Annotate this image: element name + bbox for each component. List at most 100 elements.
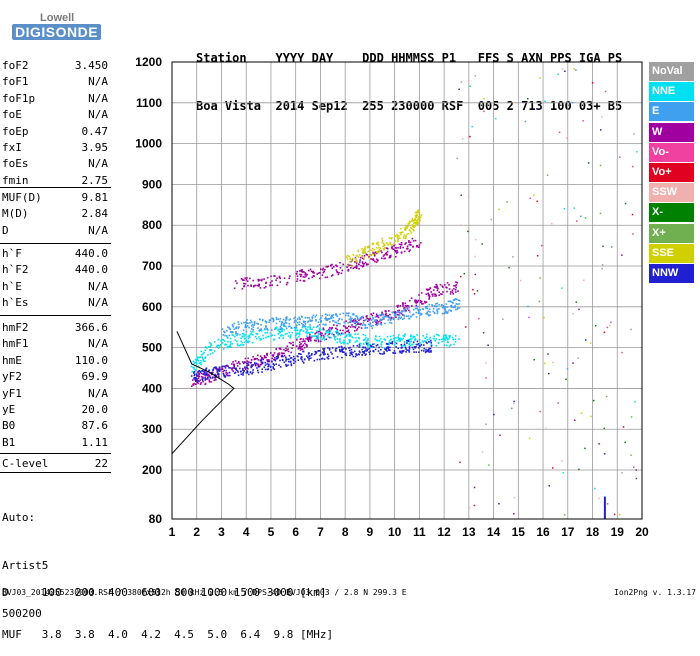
trace-point bbox=[244, 367, 246, 369]
trace-point bbox=[266, 359, 268, 361]
trace-point bbox=[263, 328, 266, 330]
trace-point bbox=[436, 302, 438, 305]
trace-point bbox=[217, 369, 219, 371]
trace-point bbox=[320, 334, 323, 337]
trace-point bbox=[439, 283, 442, 286]
trace-point bbox=[416, 220, 418, 223]
trace-point bbox=[326, 276, 329, 278]
noise-point bbox=[498, 208, 500, 211]
trace-point bbox=[389, 255, 392, 258]
trace-point bbox=[277, 353, 279, 355]
trace-point bbox=[394, 314, 397, 316]
trace-point bbox=[349, 320, 352, 322]
trace-point bbox=[349, 352, 352, 354]
trace-point bbox=[250, 328, 253, 330]
param-value: 440.0 bbox=[74, 247, 108, 260]
trace-point bbox=[299, 347, 302, 350]
trace-point bbox=[288, 277, 291, 280]
trace-point bbox=[346, 327, 349, 329]
trace-point bbox=[206, 373, 208, 376]
trace-point bbox=[358, 337, 361, 340]
trace-point bbox=[309, 355, 311, 357]
trace-point bbox=[384, 257, 387, 260]
trace-point bbox=[328, 317, 331, 320]
noise-point bbox=[561, 287, 563, 289]
trace-point bbox=[273, 364, 276, 366]
noise-point bbox=[543, 316, 545, 319]
noise-point bbox=[602, 245, 604, 248]
param-b1: B1 1.11 bbox=[2, 435, 108, 451]
noise-point bbox=[545, 427, 547, 430]
trace-point bbox=[204, 360, 206, 362]
trace-point bbox=[406, 233, 408, 236]
trace-point bbox=[277, 333, 280, 335]
trace-point bbox=[207, 375, 209, 377]
trace-point bbox=[257, 365, 260, 367]
trace-point bbox=[283, 277, 286, 279]
trace-point bbox=[363, 350, 365, 353]
trace-point bbox=[397, 311, 400, 313]
trace-point bbox=[271, 354, 274, 356]
trace-point bbox=[356, 354, 358, 356]
param-value: N/A bbox=[88, 337, 108, 351]
trace-point bbox=[302, 362, 305, 364]
noise-point bbox=[528, 437, 531, 440]
trace-point bbox=[221, 342, 224, 344]
trace-point bbox=[372, 253, 374, 256]
trace-point bbox=[264, 361, 267, 364]
trace-point bbox=[409, 338, 412, 340]
trace-point bbox=[416, 307, 418, 310]
trace-point bbox=[209, 353, 212, 355]
trace-point bbox=[366, 246, 369, 249]
trace-point bbox=[335, 321, 338, 324]
trace-point bbox=[380, 257, 383, 259]
trace-point bbox=[400, 251, 403, 253]
trace-point bbox=[396, 313, 399, 316]
trace-point bbox=[425, 307, 427, 309]
trace-point bbox=[246, 280, 249, 282]
trace-point bbox=[296, 278, 299, 280]
trace-point bbox=[216, 368, 219, 370]
param-value: 69.9 bbox=[81, 370, 109, 384]
trace-point bbox=[330, 351, 332, 354]
param-h-es: h`Es N/A bbox=[2, 295, 108, 311]
trace-point bbox=[293, 317, 295, 320]
trace-point bbox=[197, 379, 199, 382]
legend-item-nne: NNE bbox=[649, 82, 694, 102]
trace-point bbox=[301, 270, 303, 273]
trace-point bbox=[448, 284, 450, 286]
trace-point bbox=[441, 338, 443, 341]
trace-point bbox=[324, 316, 327, 319]
trace-point bbox=[347, 322, 350, 324]
trace-point bbox=[265, 324, 267, 327]
trace-point bbox=[244, 277, 247, 279]
trace-point bbox=[384, 315, 387, 318]
trace-point bbox=[266, 363, 268, 365]
trace-point bbox=[380, 349, 382, 351]
trace-point bbox=[274, 359, 277, 362]
trace-point bbox=[413, 229, 415, 232]
trace-point bbox=[342, 329, 344, 332]
noise-point bbox=[473, 486, 476, 489]
trace-point bbox=[278, 353, 281, 356]
trace-point bbox=[348, 349, 351, 352]
trace-point bbox=[231, 342, 234, 345]
trace-point bbox=[443, 339, 445, 342]
noise-point bbox=[537, 428, 539, 430]
trace-point bbox=[269, 332, 272, 335]
trace-point bbox=[229, 337, 232, 340]
trace-point bbox=[224, 365, 227, 367]
trace-point bbox=[321, 274, 324, 276]
trace-point bbox=[396, 339, 399, 342]
noise-point bbox=[524, 120, 527, 123]
trace-point bbox=[326, 314, 329, 317]
trace-point bbox=[213, 379, 215, 382]
trace-point bbox=[319, 340, 322, 343]
trace-point bbox=[355, 260, 358, 263]
trace-point bbox=[338, 348, 341, 351]
trace-point bbox=[403, 250, 406, 253]
trace-point bbox=[362, 316, 364, 319]
noise-point bbox=[528, 316, 530, 319]
param-yf2: yF2 69.9 bbox=[2, 369, 108, 385]
trace-point bbox=[237, 327, 240, 330]
